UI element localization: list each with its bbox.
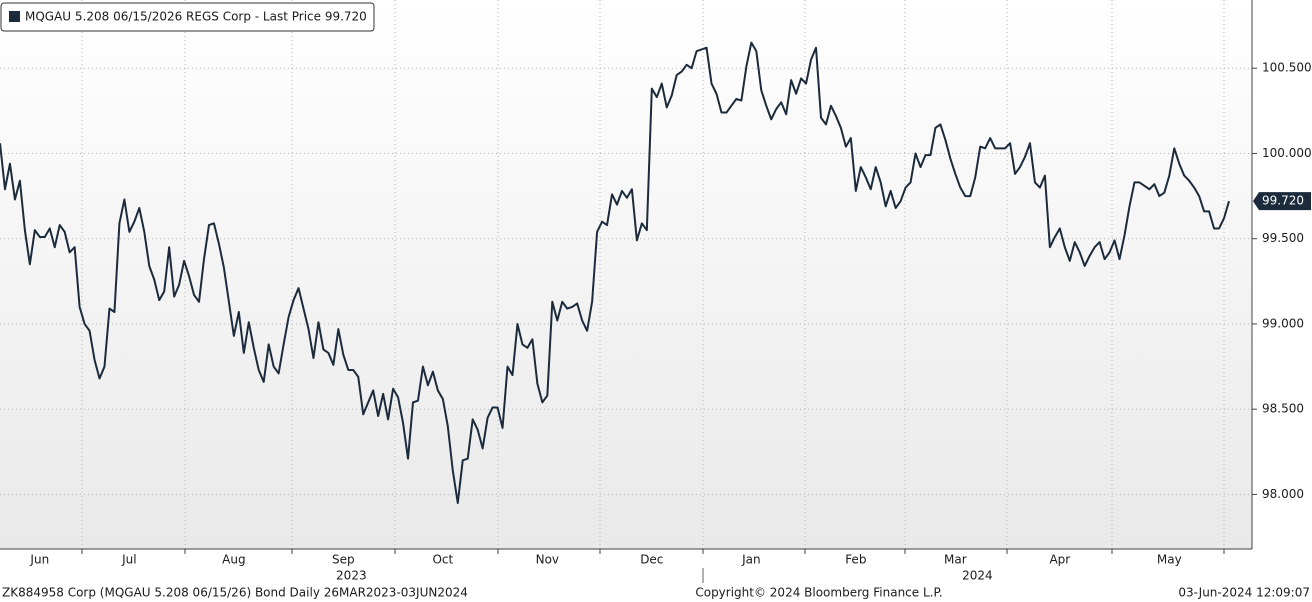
footer-left: ZK884958 Corp (MQGAU 5.208 06/15/26) Bon… <box>2 586 468 600</box>
x-tick-label: Jun <box>29 553 49 567</box>
x-tick-label: Jan <box>741 553 761 567</box>
x-tick-label: Oct <box>432 553 453 567</box>
price-line <box>0 41 1230 504</box>
plot-background <box>0 0 1252 549</box>
footer-right: 03-Jun-2024 12:09:07 <box>1178 586 1310 600</box>
x-tick-label: Mar <box>944 553 967 567</box>
legend-label: MQGAU 5.208 06/15/2026 REGS Corp - Last … <box>25 10 367 24</box>
legend: MQGAU 5.208 06/15/2026 REGS Corp - Last … <box>0 2 375 32</box>
x-tick-label: May <box>1157 553 1182 567</box>
x-tick-label: Aug <box>222 553 245 567</box>
year-label: 2023 <box>336 569 367 583</box>
legend-box <box>0 2 375 32</box>
x-tick-label: Feb <box>845 553 866 567</box>
x-tick-label: Apr <box>1049 553 1070 567</box>
y-tick-label: 99.000 <box>1262 316 1304 330</box>
grid <box>0 0 1252 549</box>
y-tick-label: 98.500 <box>1262 402 1304 416</box>
legend-swatch <box>9 11 20 22</box>
y-tick-label: 100.000 <box>1262 146 1312 160</box>
last-price-label: 99.720 <box>1262 194 1304 208</box>
y-tick-label: 100.500 <box>1262 61 1312 75</box>
x-tick-label: Jul <box>121 553 136 567</box>
y-tick-label: 99.500 <box>1262 231 1304 245</box>
year-label: 2024 <box>962 569 993 583</box>
x-tick-label: Nov <box>536 553 559 567</box>
last-price-tag <box>1253 192 1311 211</box>
footer-center: Copyright© 2024 Bloomberg Finance L.P. <box>695 586 942 600</box>
y-tick-label: 98.000 <box>1262 487 1304 501</box>
marks <box>0 41 1230 504</box>
x-tick-label: Dec <box>640 553 663 567</box>
x-tick-label: Sep <box>332 553 355 567</box>
